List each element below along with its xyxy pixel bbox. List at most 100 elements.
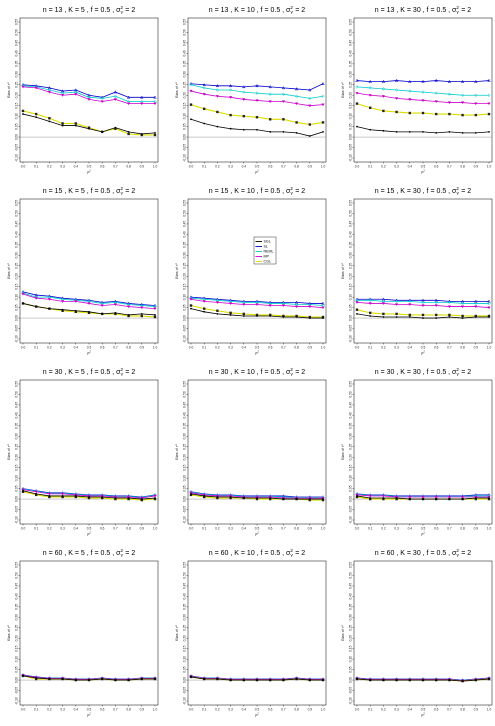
marker-cgl — [216, 110, 219, 114]
marker-mp — [153, 494, 157, 498]
x-tick-label: 0.3 — [394, 527, 399, 531]
y-tick-label: 0.15 — [183, 102, 187, 108]
y-tick-label: 0.40 — [183, 231, 187, 237]
marker-cgl — [269, 313, 272, 317]
marker-cgl — [395, 110, 398, 114]
marker-reml — [242, 90, 246, 94]
marker-cgl — [321, 121, 325, 124]
x-axis-label-main: ρ — [421, 713, 424, 717]
chart-title: n = 30 , K = 5 , f = 0.5 , σ2 Y = 2 — [43, 367, 136, 377]
marker-cgl — [321, 498, 325, 502]
marker-cgl — [369, 497, 372, 501]
marker-mp — [368, 94, 372, 97]
plot-frame — [187, 379, 327, 525]
x-tick-label: 0.6 — [100, 165, 105, 169]
chart-title: n = 15 , K = 5 , f = 0.5 , σ2 Y = 2 — [43, 186, 136, 196]
y-tick-label: 0.55 — [183, 562, 187, 568]
marker-sgl — [256, 679, 258, 681]
marker-sl — [242, 85, 246, 89]
marker-reml — [447, 300, 452, 305]
x-tick-label: 0.1 — [34, 708, 39, 712]
marker-sgl — [203, 678, 206, 680]
marker-sl — [460, 79, 465, 83]
y-tick-label: -0.10 — [349, 154, 353, 161]
y-tick-label: -0.10 — [15, 516, 19, 523]
plot-frame — [353, 379, 493, 525]
marker-cgl — [189, 103, 193, 106]
y-tick-label: 0.40 — [183, 50, 187, 56]
y-tick-label: -0.05 — [183, 325, 187, 332]
x-tick-label: 0.3 — [228, 165, 233, 169]
marker-reml — [421, 90, 425, 94]
x-tick-label: 0.6 — [100, 708, 105, 712]
x-tick-label: 0.1 — [202, 708, 207, 712]
x-axis-label-main: ρ — [255, 532, 258, 536]
marker-mp — [321, 306, 325, 310]
x-tick-label: 0.8 — [460, 165, 465, 169]
marker-cgl — [487, 314, 491, 318]
legend-label: REML — [264, 250, 274, 254]
marker-sgl — [88, 127, 90, 130]
legend-label: SL — [264, 245, 268, 249]
marker-sgl — [35, 492, 38, 495]
x-tick-label: 0.7 — [281, 708, 286, 712]
chart-title-sub: Y — [120, 372, 123, 377]
y-tick-label: 0.15 — [183, 645, 187, 651]
chart-title-sup: 2 — [456, 367, 459, 372]
marker-cgl — [87, 126, 91, 129]
marker-sgl — [114, 679, 117, 681]
marker-sgl — [203, 310, 206, 313]
marker-sgl — [48, 120, 51, 123]
marker-cgl — [114, 127, 117, 130]
y-tick-label: 0.35 — [15, 604, 19, 610]
chart-title-main: n = 13 , K = 10 , f = 0.5 , σ — [209, 7, 291, 14]
x-tick-label: 0.0 — [21, 165, 26, 169]
chart-title-end: = 2 — [123, 7, 135, 14]
y-tick-label: 0.00 — [15, 496, 19, 502]
y-tick-label: 0.20 — [15, 635, 19, 641]
marker-cgl — [74, 122, 77, 125]
marker-sgl — [474, 497, 477, 499]
x-axis-label: ρ2 — [87, 168, 91, 174]
marker-sgl — [461, 131, 464, 134]
marker-reml — [228, 88, 233, 92]
marker-cgl — [474, 113, 477, 117]
marker-sgl — [435, 317, 438, 319]
marker-mp — [408, 495, 412, 499]
marker-sgl — [474, 679, 477, 681]
marker-mp — [215, 95, 219, 98]
legend-label: CGL — [264, 260, 271, 264]
marker-mp — [202, 300, 206, 303]
marker-mp — [34, 86, 38, 90]
y-tick-label: 0.45 — [15, 40, 19, 46]
x-axis-label-sup: 2 — [423, 168, 425, 172]
x-tick-label: 0.0 — [355, 165, 360, 169]
x-tick-label: 0.7 — [447, 165, 452, 169]
y-tick-label: 0.20 — [15, 273, 19, 279]
x-tick-label: 0.0 — [355, 346, 360, 350]
marker-sgl — [269, 315, 272, 317]
marker-sgl — [422, 679, 424, 681]
chart-title-sub: Y — [456, 553, 459, 558]
marker-cgl — [216, 496, 219, 500]
x-tick-label: 0.3 — [60, 346, 65, 350]
y-tick-label: 0.20 — [183, 92, 187, 98]
y-tick-label: 0.45 — [183, 583, 187, 589]
y-tick-label: 0.40 — [349, 593, 353, 599]
x-tick-label: 0.4 — [408, 346, 413, 350]
y-tick-label: 0.15 — [15, 464, 19, 470]
marker-sgl — [295, 131, 298, 134]
marker-sgl — [356, 312, 358, 315]
y-tick-label: 0.55 — [349, 200, 353, 206]
x-tick-label: 0.5 — [87, 346, 92, 350]
chart-title-end: = 2 — [459, 188, 471, 195]
marker-cgl — [255, 116, 259, 119]
chart-title-sup: 2 — [120, 186, 123, 191]
y-tick-label: 0.40 — [15, 593, 19, 599]
marker-reml — [368, 298, 372, 303]
x-tick-label: 0.4 — [74, 708, 79, 712]
marker-cgl — [308, 123, 311, 126]
marker-sgl — [448, 498, 451, 500]
marker-sgl — [61, 308, 64, 311]
